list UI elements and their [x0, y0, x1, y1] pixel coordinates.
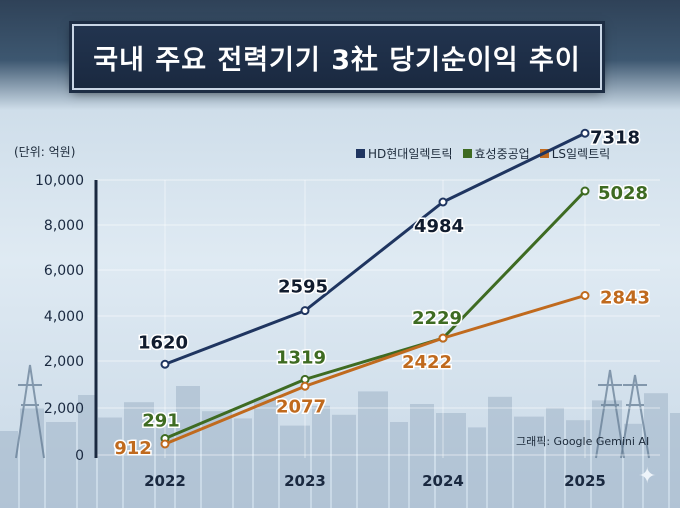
skyline-building [514, 416, 544, 508]
legend-label-ls: LS일렉트릭 [551, 147, 611, 161]
data-point [300, 306, 310, 316]
skyline-building [20, 408, 44, 508]
legend-swatch-hd [356, 149, 365, 158]
y-tick-label: 2,000 [44, 354, 84, 370]
data-label: 2422 [402, 352, 452, 373]
skyline-building [488, 396, 512, 508]
sparkle-icon: ✦ [638, 464, 657, 489]
y-tick-labels: 10,000 8,000 6,000 4,000 2,000 2,000 0 [35, 173, 84, 464]
series-line-1 [164, 189, 587, 440]
skyline-building [436, 413, 466, 508]
skyline-building [390, 422, 408, 508]
data-label: 2077 [276, 396, 326, 417]
data-label: 912 [114, 438, 152, 459]
legend-item-hyosung: 효성중공업 [462, 145, 530, 162]
x-tick-label: 2022 [144, 472, 186, 490]
skyline-building [46, 422, 76, 508]
y-tick-label: 6,000 [44, 263, 84, 279]
y-tick-label: 0 [75, 448, 84, 464]
skyline-building [670, 413, 680, 508]
skyline-building [98, 417, 122, 508]
legend: HD현대일렉트릭 효성중공업 LS일렉트릭 [356, 145, 610, 162]
data-point [580, 291, 590, 300]
chart-title: 국내 주요 전력기기 3社 당기순이익 추이 [93, 44, 581, 76]
skyline-building [78, 395, 96, 508]
y-tick-label: 4,000 [44, 309, 84, 325]
skyline-building [312, 405, 330, 508]
series-line-0 [164, 131, 586, 366]
data-label: 2229 [412, 308, 462, 329]
data-point [300, 381, 310, 391]
skyline-building [234, 418, 252, 508]
skyline-building [0, 431, 18, 508]
data-point [580, 128, 590, 138]
skyline-building [358, 391, 388, 508]
data-label: 7318 [590, 127, 640, 148]
data-label: 5028 [598, 183, 648, 204]
data-point [160, 439, 170, 449]
series-line-2 [164, 294, 586, 446]
x-tick-label: 2023 [284, 472, 326, 490]
data-label: 2595 [278, 277, 328, 298]
x-tick-label: 2025 [564, 472, 606, 490]
y-tick-label: 8,000 [44, 218, 84, 234]
data-label: 1319 [276, 347, 326, 368]
series-lines [160, 128, 590, 449]
data-point [438, 197, 448, 207]
legend-item-hd: HD현대일렉트릭 [356, 145, 453, 162]
pylon-icon [620, 374, 650, 459]
data-label: 2843 [600, 288, 650, 309]
legend-swatch-hyosung [462, 149, 472, 158]
skyline-building [546, 407, 564, 508]
pylon-icon [15, 364, 45, 459]
skyline-building [468, 427, 486, 508]
city-skyline-background [0, 364, 680, 508]
x-tick-label: 2024 [422, 472, 464, 490]
data-label: 4984 [414, 216, 464, 237]
data-point [160, 359, 170, 369]
skyline-building [410, 404, 434, 508]
legend-label-hyosung: 효성중공업 [474, 147, 530, 161]
pylon-icon [595, 369, 625, 459]
y-tick-label: 10,000 [35, 173, 84, 189]
data-label: 1620 [138, 332, 188, 353]
skyline-building [156, 423, 174, 508]
x-tick-labels: 2022 2023 2024 2025 [144, 472, 606, 490]
y-tick-label: 2,000 [44, 401, 84, 417]
data-point [438, 333, 448, 343]
title-banner: 국내 주요 전력기기 3社 당기순이익 추이 [72, 24, 602, 90]
unit-label: (단위: 억원) [14, 145, 76, 159]
credit-text: 그래픽: Google Gemini AI [516, 435, 650, 448]
skyline-building [254, 398, 278, 508]
skyline-building [332, 414, 356, 508]
skyline-building [566, 420, 590, 508]
data-labels: 1620 2595 4984 7318 291 1319 2229 5028 912 2077 24… [113, 126, 652, 461]
legend-label-hd: HD현대일렉트릭 [368, 147, 453, 161]
skyline-building [176, 386, 200, 508]
data-label: 291 [142, 411, 180, 432]
data-point [580, 186, 590, 196]
skyline-building [624, 423, 642, 508]
